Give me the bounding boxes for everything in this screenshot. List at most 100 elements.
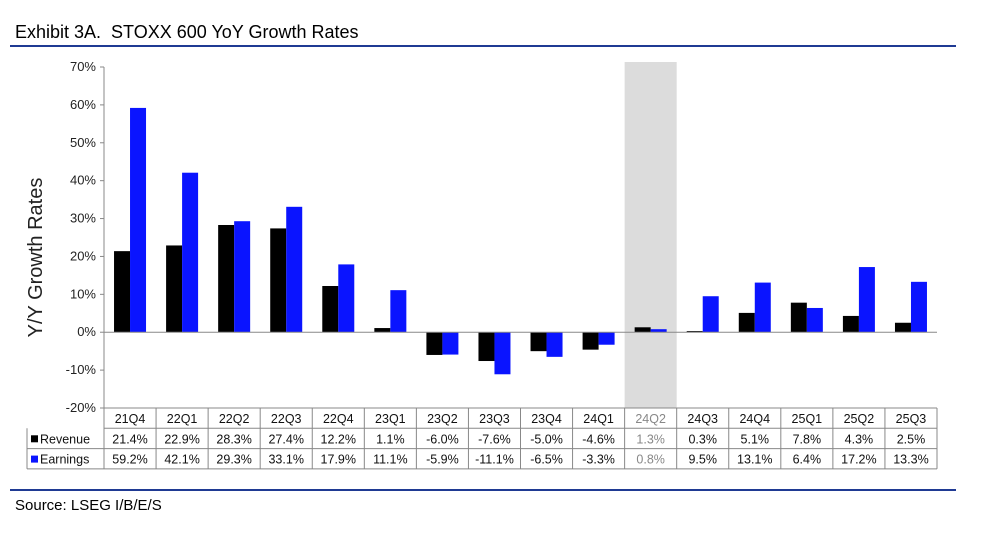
growth-chart: 70% 60% 50% 40% 30% 20% 10% 0% -10% -20% Y/Y Growt… [25, 59, 938, 470]
data-label-revenue: 7.8% [793, 432, 822, 446]
y-axis-title: Y/Y Growth Rates [25, 178, 47, 338]
chart-title: Exhibit 3A. STOXX 600 YoY Growth Rates [15, 22, 359, 42]
bar-revenue [634, 327, 651, 333]
bar-revenue [790, 302, 807, 333]
data-label-earnings: -6.5% [530, 453, 563, 467]
x-tick-label: 22Q4 [323, 412, 354, 426]
y-tick-label: 10% [70, 286, 96, 301]
bar-earnings [598, 332, 615, 345]
legend-label-earnings: Earnings [40, 453, 89, 467]
legend-swatch-earnings [31, 455, 38, 463]
data-label-revenue: 4.3% [845, 432, 874, 446]
bar-earnings [806, 307, 823, 333]
source-note: Source: LSEG I/B/E/S [15, 497, 162, 514]
x-tick-label: 21Q4 [115, 412, 146, 426]
data-label-earnings: 33.1% [268, 453, 303, 467]
data-label-earnings: 17.2% [841, 453, 876, 467]
data-label-earnings: 11.1% [373, 453, 408, 467]
x-tick-label: 24Q4 [739, 412, 770, 426]
x-tick-label: 24Q3 [687, 412, 718, 426]
data-label-revenue: -7.6% [478, 432, 511, 446]
bar-revenue [114, 251, 131, 333]
data-label-earnings: 59.2% [112, 453, 147, 467]
x-tick-label: 23Q4 [531, 412, 562, 426]
bar-earnings [702, 296, 719, 333]
x-tick-label: 25Q3 [896, 412, 927, 426]
bar-earnings [182, 172, 199, 333]
bar-earnings [494, 332, 511, 375]
bar-revenue [166, 245, 183, 333]
y-tick-label: 70% [70, 59, 96, 74]
data-label-revenue: -5.0% [530, 432, 563, 446]
data-label-earnings: 29.3% [216, 453, 251, 467]
bar-revenue [894, 322, 911, 333]
bar-earnings [130, 107, 147, 333]
data-label-revenue: -4.6% [582, 432, 615, 446]
x-tick-label: 25Q1 [792, 412, 823, 426]
bar-earnings [442, 332, 459, 355]
x-tick-label: 23Q2 [427, 412, 458, 426]
y-tick-label: -20% [66, 400, 97, 415]
data-label-revenue: 2.5% [897, 432, 926, 446]
data-label-earnings: -3.3% [582, 453, 615, 467]
y-tick-label: 40% [70, 173, 96, 188]
data-label-earnings: 0.8% [636, 453, 665, 467]
data-label-earnings: 13.1% [737, 453, 772, 467]
x-tick-label: 22Q2 [219, 412, 250, 426]
y-tick-label: 50% [70, 135, 96, 150]
bar-revenue [738, 312, 755, 333]
bar-earnings [338, 264, 355, 333]
bar-revenue [270, 228, 287, 333]
bar-revenue [842, 315, 859, 333]
bar-earnings [754, 282, 771, 333]
data-label-revenue: 12.2% [321, 432, 356, 446]
bar-earnings [286, 206, 303, 333]
y-tick-label: -10% [66, 362, 97, 377]
bar-revenue [218, 224, 235, 333]
bar-revenue [530, 332, 547, 352]
bottom-rule [10, 489, 956, 491]
bar-earnings [858, 267, 875, 333]
data-label-revenue: 1.1% [376, 432, 405, 446]
data-label-earnings: 42.1% [164, 453, 199, 467]
x-tick-label: 25Q2 [844, 412, 875, 426]
x-tick-label: 23Q1 [375, 412, 406, 426]
data-label-revenue: 5.1% [741, 432, 770, 446]
highlight-band [624, 62, 677, 408]
bar-earnings [390, 290, 407, 333]
data-label-earnings: -11.1% [475, 453, 514, 467]
x-tick-label: 22Q1 [167, 412, 198, 426]
x-tick-label: 24Q2 [635, 412, 666, 426]
data-label-earnings: 17.9% [321, 453, 356, 467]
data-label-earnings: 13.3% [893, 453, 928, 467]
bar-revenue [374, 328, 391, 333]
y-tick-label: 0% [77, 324, 96, 339]
data-label-revenue: 27.4% [268, 432, 303, 446]
data-label-earnings: 9.5% [688, 453, 717, 467]
x-tick-label: 23Q3 [479, 412, 510, 426]
data-label-earnings: -5.9% [426, 453, 459, 467]
data-label-revenue: 22.9% [164, 432, 199, 446]
bar-earnings [910, 281, 927, 333]
x-tick-label: 22Q3 [271, 412, 302, 426]
data-label-earnings: 6.4% [793, 453, 822, 467]
bar-revenue [322, 285, 339, 333]
bar-revenue [582, 332, 599, 350]
x-tick-label: 24Q1 [583, 412, 614, 426]
bar-revenue [478, 332, 495, 362]
data-label-revenue: 28.3% [216, 432, 251, 446]
bar-revenue [686, 331, 703, 333]
y-tick-label: 30% [70, 211, 96, 226]
data-label-revenue: 1.3% [636, 432, 665, 446]
data-label-revenue: 21.4% [112, 432, 147, 446]
title-rule [10, 45, 956, 47]
bar-earnings [234, 221, 251, 333]
legend-label-revenue: Revenue [40, 432, 90, 446]
bar-earnings [650, 329, 667, 333]
y-tick-label: 20% [70, 248, 96, 263]
bar-earnings [546, 332, 563, 357]
bar-revenue [426, 332, 443, 355]
legend-swatch-revenue [31, 435, 38, 443]
data-label-revenue: -6.0% [426, 432, 459, 446]
data-label-revenue: 0.3% [688, 432, 717, 446]
